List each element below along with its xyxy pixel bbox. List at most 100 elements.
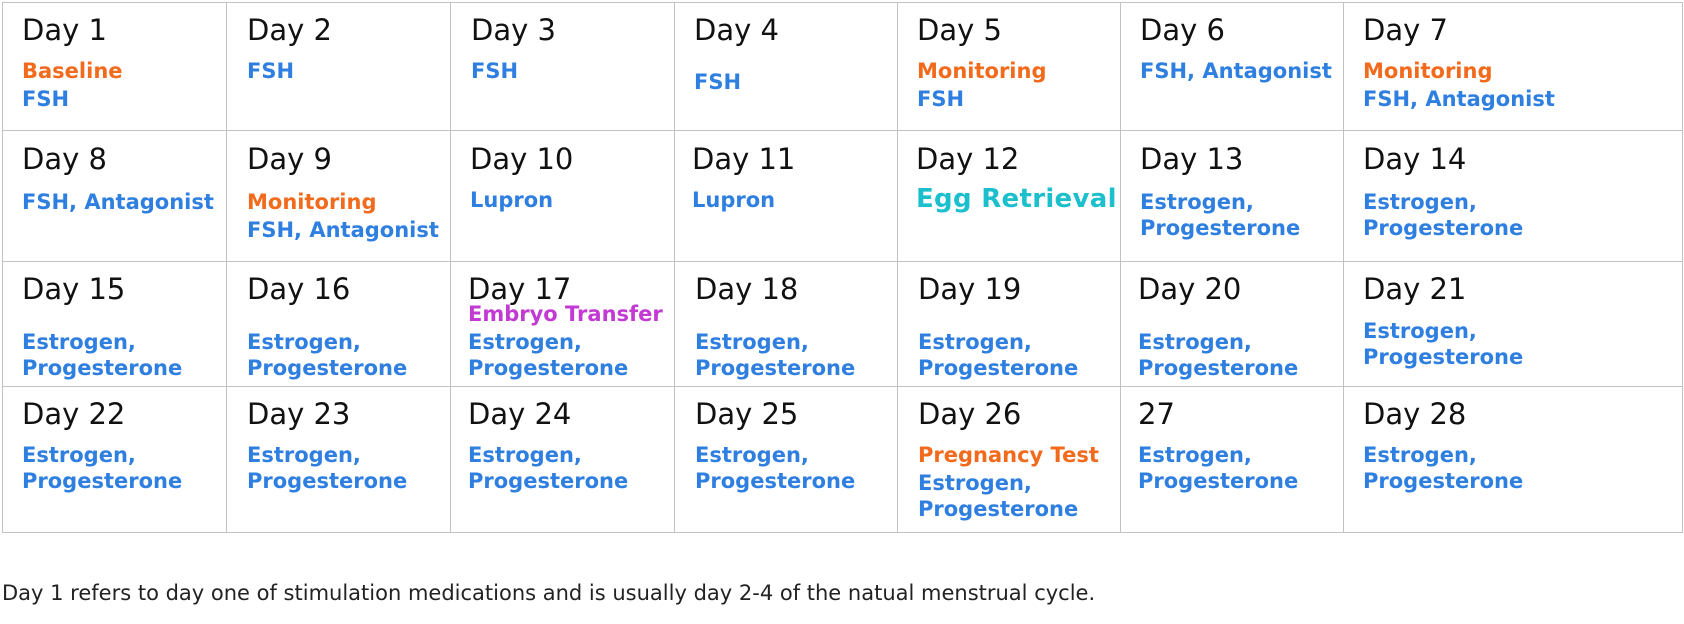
medication-label: Progesterone	[1140, 216, 1301, 240]
calendar-day-cell: Day 20 Estrogen, Progesterone	[1120, 261, 1344, 387]
calendar-day-cell: Day 19 Estrogen, Progesterone	[897, 261, 1121, 387]
medication-label: FSH, Antagonist	[1140, 59, 1332, 83]
day-title: Day 6	[1140, 13, 1225, 47]
event-label: Baseline	[22, 59, 123, 83]
calendar-day-cell: Day 28 Estrogen, Progesterone	[1343, 386, 1683, 533]
day-title: Day 8	[22, 142, 107, 176]
calendar-day-cell: Day 18 Estrogen, Progesterone	[674, 261, 898, 387]
medication-label: Progesterone	[918, 497, 1079, 521]
day-title: Day 19	[918, 272, 1022, 306]
event-label: Pregnancy Test	[918, 443, 1099, 467]
medication-label: Progesterone	[468, 356, 629, 380]
calendar-day-cell: Day 15 Estrogen, Progesterone	[2, 261, 227, 387]
medication-label: Progesterone	[468, 469, 629, 493]
cycle-calendar: Day 1 Baseline FSH Day 2 FSH Day 3 FSH Day 4 FSH…	[2, 2, 1683, 572]
footnote: Day 1 refers to day one of stimulation m…	[2, 581, 1096, 605]
calendar-day-cell: Day 9 Monitoring FSH, Antagonist	[226, 130, 451, 262]
day-title: Day 18	[695, 272, 799, 306]
event-label: Embryo Transfer	[468, 302, 663, 326]
medication-label: Estrogen,	[247, 443, 361, 467]
medication-label: Estrogen,	[468, 443, 582, 467]
medication-label: Estrogen,	[247, 330, 361, 354]
medication-label: FSH	[22, 87, 70, 111]
calendar-day-cell: Day 2 FSH	[226, 2, 451, 131]
medication-label: FSH	[694, 70, 742, 94]
medication-label: Estrogen,	[1140, 190, 1254, 214]
medication-label: Progesterone	[695, 469, 856, 493]
medication-label: Progesterone	[22, 356, 183, 380]
calendar-day-cell: Day 25 Estrogen, Progesterone	[674, 386, 898, 533]
day-title: Day 14	[1363, 142, 1467, 176]
medication-label: FSH	[917, 87, 965, 111]
day-title: Day 24	[468, 397, 572, 431]
calendar-day-cell: Day 5 Monitoring FSH	[897, 2, 1121, 131]
medication-label: Estrogen,	[1138, 443, 1252, 467]
day-title: Day 23	[247, 397, 351, 431]
calendar-day-cell: Day 3 FSH	[450, 2, 675, 131]
calendar-day-cell: Day 7 Monitoring FSH, Antagonist	[1343, 2, 1683, 131]
day-title: Day 13	[1140, 142, 1244, 176]
calendar-day-cell: Day 6 FSH, Antagonist	[1120, 2, 1344, 131]
medication-label: Progesterone	[1363, 216, 1524, 240]
day-title: Day 26	[918, 397, 1022, 431]
medication-label: Estrogen,	[695, 330, 809, 354]
medication-label: Progesterone	[247, 356, 408, 380]
medication-label: Estrogen,	[1363, 190, 1477, 214]
medication-label: Estrogen,	[918, 471, 1032, 495]
calendar-day-cell: Day 22 Estrogen, Progesterone	[2, 386, 227, 533]
day-title: Day 3	[471, 13, 556, 47]
medication-label: Estrogen,	[22, 330, 136, 354]
calendar-day-cell: Day 23 Estrogen, Progesterone	[226, 386, 451, 533]
event-label: Monitoring	[1363, 59, 1493, 83]
day-title: Day 21	[1363, 272, 1467, 306]
calendar-day-cell: Day 12 Egg Retrieval	[897, 130, 1121, 262]
day-title: Day 25	[695, 397, 799, 431]
calendar-day-cell: Day 13 Estrogen, Progesterone	[1120, 130, 1344, 262]
calendar-day-cell: Day 10 Lupron	[450, 130, 675, 262]
day-title: Day 28	[1363, 397, 1467, 431]
day-title: Day 16	[247, 272, 351, 306]
medication-label: Progesterone	[695, 356, 856, 380]
day-title: Day 2	[247, 13, 332, 47]
calendar-day-cell: Day 16 Estrogen, Progesterone	[226, 261, 451, 387]
medication-label: Progesterone	[22, 469, 183, 493]
medication-label: Estrogen,	[918, 330, 1032, 354]
day-title: Day 11	[692, 142, 796, 176]
day-title: Day 22	[22, 397, 126, 431]
medication-label: Progesterone	[1138, 356, 1299, 380]
event-label: Egg Retrieval	[916, 184, 1117, 214]
medication-label: Estrogen,	[22, 443, 136, 467]
day-title: Day 9	[247, 142, 332, 176]
medication-label: Progesterone	[1363, 345, 1524, 369]
calendar-day-cell: Day 1 Baseline FSH	[2, 2, 227, 131]
day-title: Day 5	[917, 13, 1002, 47]
medication-label: Estrogen,	[695, 443, 809, 467]
calendar-day-cell: 27 Estrogen, Progesterone	[1120, 386, 1344, 533]
medication-label: FSH	[247, 59, 295, 83]
medication-label: FSH	[471, 59, 519, 83]
medication-label: Estrogen,	[1138, 330, 1252, 354]
medication-label: FSH, Antagonist	[22, 190, 214, 214]
calendar-day-cell: Day 21 Estrogen, Progesterone	[1343, 261, 1683, 387]
day-title: Day 4	[694, 13, 779, 47]
medication-label: Progesterone	[918, 356, 1079, 380]
day-title: Day 10	[470, 142, 574, 176]
calendar-day-cell: Day 14 Estrogen, Progesterone	[1343, 130, 1683, 262]
medication-label: FSH, Antagonist	[247, 218, 439, 242]
medication-label: Lupron	[692, 188, 776, 212]
event-label: Monitoring	[247, 190, 377, 214]
medication-label: Progesterone	[1363, 469, 1524, 493]
calendar-day-cell: Day 17 Embryo Transfer Estrogen, Progestero…	[450, 261, 675, 387]
day-title: Day 15	[22, 272, 126, 306]
day-title: Day 12	[916, 142, 1020, 176]
medication-label: FSH, Antagonist	[1363, 87, 1555, 111]
day-title: Day 7	[1363, 13, 1448, 47]
day-title: Day 1	[22, 13, 107, 47]
medication-label: Estrogen,	[1363, 319, 1477, 343]
calendar-day-cell: Day 4 FSH	[674, 2, 898, 131]
day-title: 27	[1138, 397, 1175, 431]
medication-label: Progesterone	[247, 469, 408, 493]
calendar-day-cell: Day 24 Estrogen, Progesterone	[450, 386, 675, 533]
medication-label: Estrogen,	[468, 330, 582, 354]
day-title: Day 17	[468, 272, 572, 306]
